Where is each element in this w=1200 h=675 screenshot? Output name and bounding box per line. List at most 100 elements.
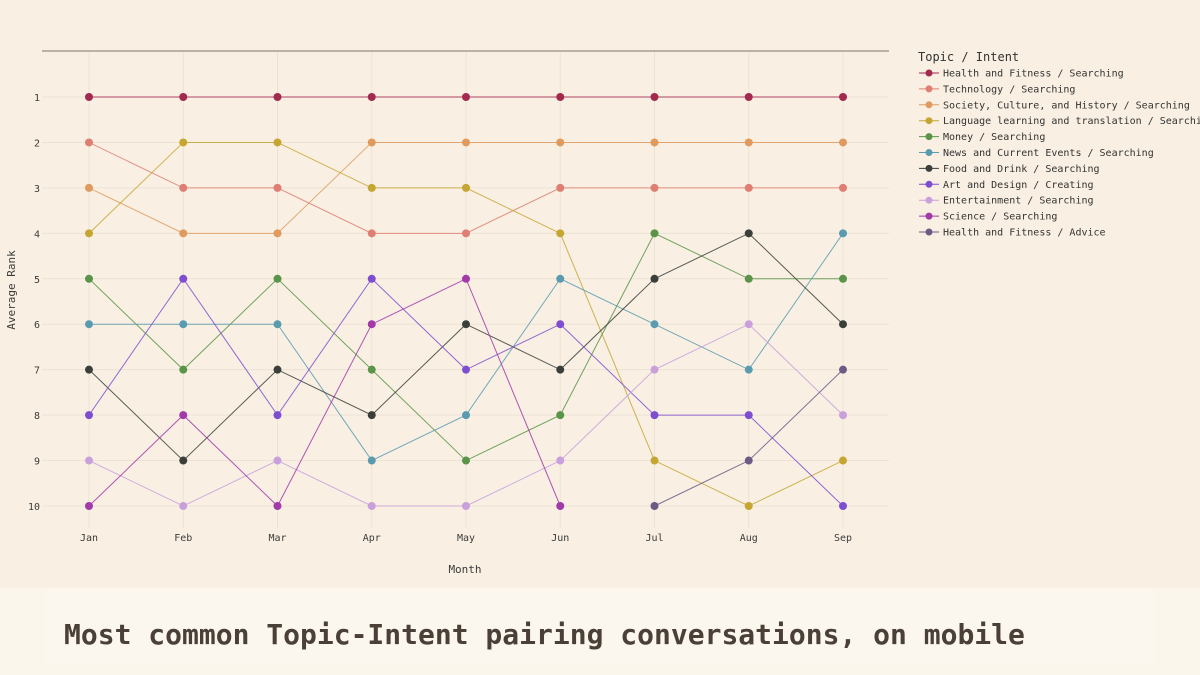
data-point[interactable] [85, 93, 93, 101]
data-point[interactable] [556, 365, 565, 374]
data-point[interactable] [462, 456, 470, 465]
data-point[interactable] [273, 320, 282, 329]
legend-item[interactable]: Language learning and translation / Sear… [919, 116, 1200, 127]
data-point[interactable] [650, 274, 659, 283]
data-point[interactable] [556, 138, 565, 147]
data-point[interactable] [179, 320, 188, 329]
data-point[interactable] [839, 365, 847, 374]
data-point[interactable] [367, 138, 376, 147]
data-point[interactable] [85, 274, 93, 283]
data-point[interactable] [650, 138, 659, 147]
legend-item[interactable]: Technology / Searching [919, 84, 1075, 95]
data-point[interactable] [839, 138, 847, 147]
data-point[interactable] [839, 502, 847, 510]
data-point[interactable] [367, 411, 376, 420]
data-point[interactable] [179, 93, 188, 101]
data-point[interactable] [179, 502, 188, 510]
data-point[interactable] [179, 183, 188, 192]
data-point[interactable] [179, 138, 188, 147]
data-point[interactable] [462, 93, 470, 101]
data-point[interactable] [273, 138, 282, 147]
data-point[interactable] [462, 138, 470, 147]
data-point[interactable] [179, 274, 188, 283]
data-point[interactable] [367, 93, 376, 101]
data-point[interactable] [462, 229, 470, 238]
data-point[interactable] [556, 93, 565, 101]
data-point[interactable] [85, 365, 93, 374]
legend-item[interactable]: Food and Drink / Searching [919, 164, 1100, 175]
data-point[interactable] [273, 365, 282, 374]
data-point[interactable] [556, 229, 565, 238]
data-point[interactable] [556, 320, 565, 329]
data-point[interactable] [839, 456, 847, 465]
data-point[interactable] [273, 93, 282, 101]
data-point[interactable] [650, 365, 659, 374]
data-point[interactable] [462, 183, 470, 192]
data-point[interactable] [650, 93, 659, 101]
data-point[interactable] [744, 93, 753, 101]
data-point[interactable] [556, 502, 565, 510]
data-point[interactable] [556, 411, 565, 420]
data-point[interactable] [650, 229, 659, 238]
data-point[interactable] [744, 229, 753, 238]
legend-item[interactable]: Art and Design / Creating [919, 180, 1094, 191]
data-point[interactable] [650, 320, 659, 329]
data-point[interactable] [85, 411, 93, 420]
data-point[interactable] [273, 502, 282, 510]
data-point[interactable] [367, 456, 376, 465]
data-point[interactable] [839, 183, 847, 192]
data-point[interactable] [462, 274, 470, 283]
data-point[interactable] [367, 183, 376, 192]
data-point[interactable] [839, 229, 847, 238]
legend-item[interactable]: Health and Fitness / Advice [919, 228, 1106, 239]
legend-item[interactable]: News and Current Events / Searching [919, 148, 1154, 159]
data-point[interactable] [839, 320, 847, 329]
legend-item[interactable]: Society, Culture, and History / Searchin… [919, 100, 1190, 111]
data-point[interactable] [556, 183, 565, 192]
data-point[interactable] [85, 320, 93, 329]
legend-item[interactable]: Science / Searching [919, 212, 1057, 223]
data-point[interactable] [462, 320, 470, 329]
data-point[interactable] [556, 274, 565, 283]
legend-item[interactable]: Entertainment / Searching [919, 196, 1094, 207]
data-point[interactable] [273, 183, 282, 192]
data-point[interactable] [85, 229, 93, 238]
data-point[interactable] [744, 365, 753, 374]
data-point[interactable] [839, 411, 847, 420]
legend-item[interactable]: Money / Searching [919, 132, 1045, 143]
data-point[interactable] [179, 365, 188, 374]
data-point[interactable] [367, 229, 376, 238]
data-point[interactable] [179, 229, 188, 238]
data-point[interactable] [273, 274, 282, 283]
data-point[interactable] [744, 274, 753, 283]
data-point[interactable] [744, 138, 753, 147]
data-point[interactable] [179, 411, 188, 420]
data-point[interactable] [273, 229, 282, 238]
data-point[interactable] [85, 456, 93, 465]
data-point[interactable] [85, 138, 93, 147]
data-point[interactable] [556, 456, 565, 465]
data-point[interactable] [273, 411, 282, 420]
data-point[interactable] [367, 365, 376, 374]
data-point[interactable] [744, 411, 753, 420]
data-point[interactable] [462, 502, 470, 510]
data-point[interactable] [650, 456, 659, 465]
data-point[interactable] [462, 411, 470, 420]
data-point[interactable] [744, 456, 753, 465]
data-point[interactable] [367, 274, 376, 283]
data-point[interactable] [367, 320, 376, 329]
legend-item[interactable]: Health and Fitness / Searching [919, 69, 1124, 80]
data-point[interactable] [273, 456, 282, 465]
data-point[interactable] [179, 456, 188, 465]
data-point[interactable] [744, 183, 753, 192]
data-point[interactable] [85, 183, 93, 192]
data-point[interactable] [839, 274, 847, 283]
data-point[interactable] [462, 365, 470, 374]
data-point[interactable] [744, 502, 753, 510]
data-point[interactable] [744, 320, 753, 329]
data-point[interactable] [839, 93, 847, 101]
data-point[interactable] [650, 411, 659, 420]
data-point[interactable] [367, 502, 376, 510]
data-point[interactable] [85, 502, 93, 510]
data-point[interactable] [650, 183, 659, 192]
